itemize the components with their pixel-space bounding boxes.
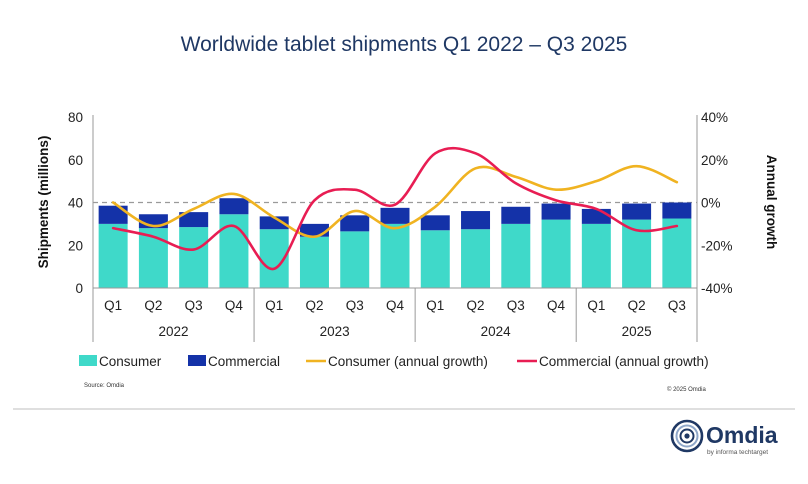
bar-consumer: [98, 223, 128, 288]
bar-consumer: [138, 228, 168, 288]
y2-tick-label: 20%: [701, 153, 728, 168]
bar-commercial: [179, 212, 209, 228]
bar-consumer: [541, 219, 571, 288]
bar-commercial: [501, 206, 531, 224]
growth-lines: [111, 146, 679, 271]
x-tick-label: Q2: [628, 298, 646, 313]
x-tick-label: Q3: [346, 298, 364, 313]
chart-title: Worldwide tablet shipments Q1 2022 – Q3 …: [181, 33, 628, 56]
x-tick-label: Q1: [587, 298, 605, 313]
bar-consumer: [501, 223, 531, 288]
legend-label: Commercial (annual growth): [539, 354, 709, 369]
x-tick-label: Q4: [547, 298, 566, 313]
legend-consumer-growth: Consumer (annual growth): [306, 354, 488, 369]
y2-tick-label: 0%: [701, 196, 721, 211]
x-tick-label: Q1: [265, 298, 283, 313]
y-tick-label: 80: [68, 110, 83, 125]
y-tick-label: 60: [68, 153, 83, 168]
y2-tick-label: -20%: [701, 238, 733, 253]
bar-consumer: [179, 227, 209, 288]
bar-commercial: [581, 208, 611, 224]
year-label: 2023: [320, 324, 350, 339]
axes: 0 20 40 60 80 -40% -20% 0% 20% 40% Q1 Q2 Q3 Q4 Q1 Q2 Q3 Q…: [68, 110, 733, 342]
y-tick-label: 0: [75, 281, 83, 296]
bar-commercial: [541, 203, 571, 220]
source-note: Source: Omdia: [84, 383, 125, 389]
x-tick-label: Q3: [507, 298, 525, 313]
legend-commercial-growth: Commercial (annual growth): [517, 354, 709, 369]
brand-tagline: by informa techtarget: [707, 449, 768, 456]
x-tick-label: Q4: [386, 298, 405, 313]
brand-name: Omdia: [706, 422, 778, 448]
copyright-note: © 2025 Omdia: [667, 386, 706, 393]
y-axis-label: Shipments (millions): [36, 136, 51, 269]
year-label: 2024: [481, 324, 512, 339]
x-tick-label: Q1: [426, 298, 444, 313]
bars: [98, 198, 692, 288]
bar-commercial: [461, 211, 491, 230]
y-tick-label: 20: [68, 238, 83, 253]
omdia-logo: Omdia by informa techtarget: [670, 419, 778, 456]
x-tick-label: Q2: [305, 298, 323, 313]
bar-consumer: [461, 229, 491, 288]
y-tick-label: 40: [68, 196, 83, 211]
x-tick-label: Q3: [185, 298, 203, 313]
bar-commercial: [98, 205, 128, 224]
line-consumer-growth: [111, 164, 679, 239]
bar-consumer: [662, 218, 692, 288]
y2-tick-label: 40%: [701, 110, 728, 125]
bar-consumer: [420, 230, 450, 288]
bar-commercial: [340, 215, 370, 232]
legend-commercial: Commercial: [188, 354, 280, 369]
legend-label: Consumer (annual growth): [328, 354, 488, 369]
bar-commercial: [420, 215, 450, 231]
bar-commercial: [380, 207, 410, 224]
bar-commercial: [662, 202, 692, 219]
legend-swatch: [188, 355, 206, 366]
legend-label: Commercial: [208, 354, 280, 369]
bar-consumer: [581, 223, 611, 288]
y2-tick-label: -40%: [701, 281, 733, 296]
y2-axis-label: Annual growth: [764, 155, 779, 250]
bar-commercial: [219, 198, 249, 215]
bar-commercial: [622, 203, 652, 220]
line-commercial-growth: [111, 146, 679, 271]
x-tick-label: Q3: [668, 298, 686, 313]
x-tick-label: Q2: [467, 298, 485, 313]
year-label: 2025: [622, 324, 652, 339]
legend-swatch: [79, 355, 97, 366]
x-tick-label: Q1: [104, 298, 122, 313]
x-tick-label: Q4: [225, 298, 244, 313]
legend-label: Consumer: [99, 354, 162, 369]
year-label: 2022: [159, 324, 189, 339]
bar-commercial: [259, 216, 289, 230]
x-tick-label: Q2: [144, 298, 162, 313]
legend-consumer: Consumer: [79, 354, 162, 369]
bar-consumer: [380, 223, 410, 288]
bar-consumer: [340, 231, 370, 288]
legend: Consumer Commercial Consumer (annual growt…: [79, 354, 709, 369]
bar-consumer: [299, 236, 329, 288]
